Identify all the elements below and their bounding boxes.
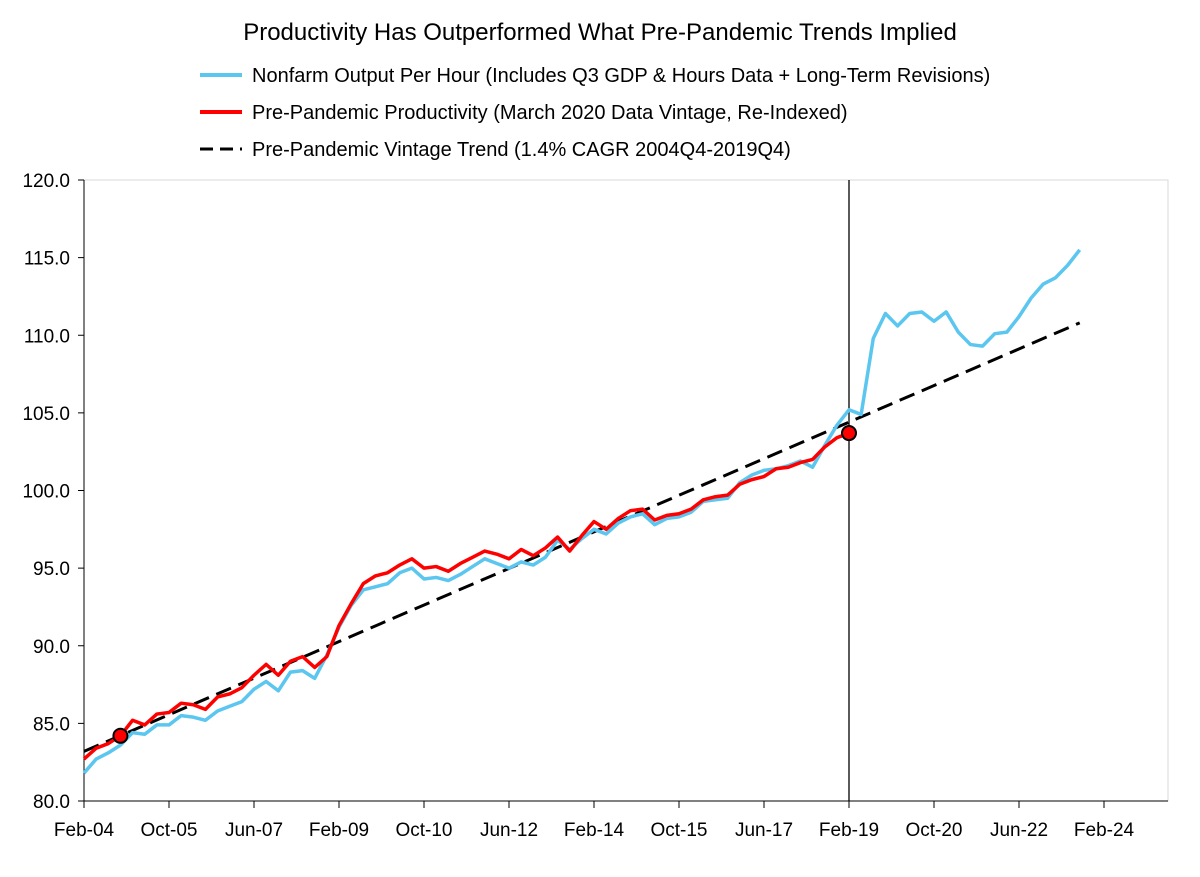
anchor-point-marker — [841, 425, 857, 442]
x-tick-label: Feb-19 — [819, 820, 879, 841]
chart-title: Productivity Has Outperformed What Pre-P… — [243, 19, 957, 46]
anchor-point-marker — [112, 727, 129, 744]
y-tick-label: 100.0 — [22, 482, 70, 503]
x-tick-label: Feb-09 — [309, 820, 369, 841]
plot-border — [83, 179, 1169, 802]
y-tick-label: 85.0 — [33, 714, 70, 735]
y-tick-label: 105.0 — [22, 404, 70, 425]
legend-label: Pre-Pandemic Vintage Trend (1.4% CAGR 20… — [252, 139, 791, 161]
x-tick-label: Jun-07 — [225, 820, 283, 841]
x-tick-label: Jun-17 — [735, 820, 793, 841]
x-tick-label: Oct-20 — [905, 820, 962, 841]
legend-label: Nonfarm Output Per Hour (Includes Q3 GDP… — [252, 65, 990, 87]
y-axis: 80.0 85.0 90.0 95.0 100.0 105.0 110.0 115.0 120.… — [22, 171, 84, 813]
marker-layer — [112, 425, 857, 744]
legend: Nonfarm Output Per Hour (Includes Q3 GDP… — [200, 65, 990, 161]
series-layer — [82, 180, 1082, 801]
y-tick-label: 95.0 — [33, 559, 70, 580]
y-tick-label: 80.0 — [33, 792, 70, 813]
x-tick-label: Feb-24 — [1074, 820, 1135, 841]
legend-label: Pre-Pandemic Productivity (March 2020 Da… — [252, 102, 847, 124]
x-tick-label: Oct-05 — [140, 820, 197, 841]
series-pre-pandemic-productivity-line — [82, 431, 850, 761]
y-tick-label: 110.0 — [24, 326, 70, 347]
x-tick-label: Oct-15 — [650, 820, 707, 841]
x-tick-label: Feb-04 — [54, 820, 115, 841]
x-tick-label: Jun-22 — [990, 820, 1048, 841]
x-tick-label: Oct-10 — [395, 820, 452, 841]
y-tick-label: 120.0 — [22, 171, 70, 192]
y-tick-label: 115.0 — [24, 249, 70, 270]
x-tick-label: Jun-12 — [480, 820, 538, 841]
plot-area — [83, 179, 1169, 802]
x-tick-label: Feb-14 — [564, 820, 625, 841]
x-axis: Feb-04 Oct-05 Jun-07 Feb-09 Oct-10 Jun-12 Feb-… — [54, 801, 1135, 841]
y-tick-label: 90.0 — [33, 637, 70, 658]
series-nonfarm-output-line — [82, 248, 1082, 775]
